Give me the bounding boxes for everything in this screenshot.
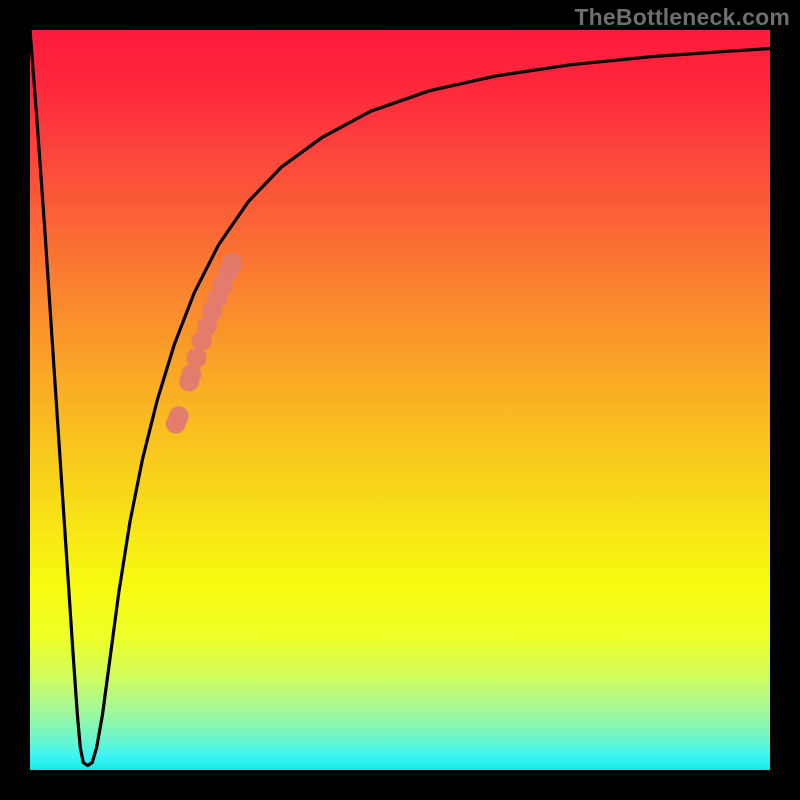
curve-marker (222, 253, 242, 273)
plot-svg (0, 0, 800, 800)
curve-marker (187, 348, 207, 368)
curve-marker (169, 406, 189, 426)
figure-root: TheBottleneck.com (0, 0, 800, 800)
watermark-label: TheBottleneck.com (574, 4, 790, 31)
plot-background (30, 30, 770, 770)
